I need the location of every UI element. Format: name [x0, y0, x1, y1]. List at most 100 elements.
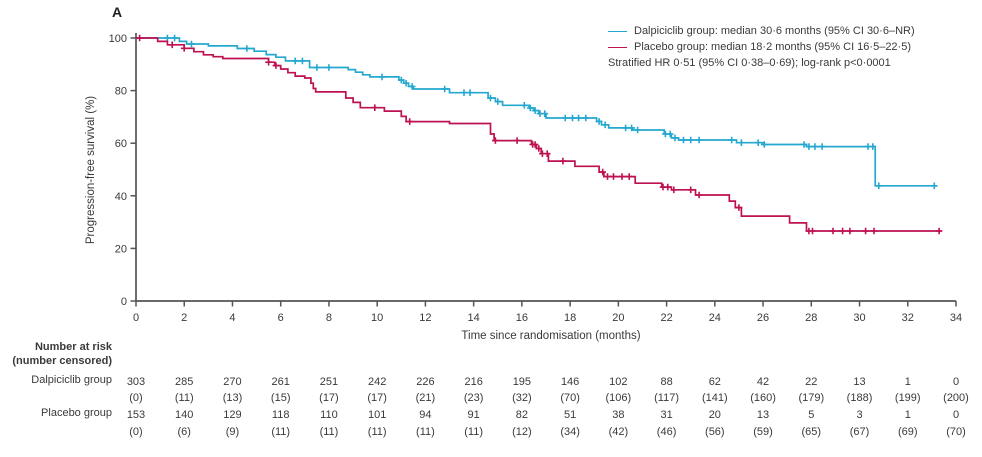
risk-count-placebo-group: 20 — [709, 409, 721, 421]
risk-count-dalpiciclib-group: 0 — [953, 376, 959, 388]
risk-count-dalpiciclib-group: 251 — [320, 376, 338, 388]
censored-count-placebo-group: (65) — [802, 426, 822, 438]
y-tick-label: 20 — [115, 243, 127, 255]
x-tick-label: 24 — [709, 312, 721, 324]
legend-stats: Stratified HR 0·51 (95% CI 0·38–0·69); l… — [608, 57, 891, 69]
censored-count-dalpiciclib-group: (17) — [319, 392, 339, 404]
risk-count-placebo-group: 5 — [808, 409, 814, 421]
censored-count-dalpiciclib-group: (0) — [129, 392, 142, 404]
risk-count-placebo-group: 118 — [272, 409, 290, 421]
risk-count-dalpiciclib-group: 146 — [561, 376, 579, 388]
risk-count-placebo-group: 140 — [175, 409, 193, 421]
censored-count-placebo-group: (67) — [850, 426, 870, 438]
legend-label-placebo: Placebo group: median 18·2 months (95% C… — [634, 41, 911, 53]
censored-count-dalpiciclib-group: (15) — [271, 392, 291, 404]
y-axis-label: Progression-free survival (%) — [85, 95, 97, 245]
risk-count-placebo-group: 82 — [516, 409, 528, 421]
x-tick-label: 22 — [660, 312, 672, 324]
censored-count-placebo-group: (59) — [753, 426, 773, 438]
risk-count-placebo-group: 94 — [419, 409, 431, 421]
risk-count-dalpiciclib-group: 216 — [464, 376, 482, 388]
legend-label-dalpiciclib: Dalpiciclib group: median 30·6 months (9… — [634, 25, 915, 37]
x-tick-label: 28 — [805, 312, 817, 324]
risk-count-placebo-group: 3 — [856, 409, 862, 421]
risk-count-placebo-group: 153 — [127, 409, 145, 421]
x-tick-label: 32 — [902, 312, 914, 324]
x-tick-label: 0 — [133, 312, 139, 324]
censored-count-placebo-group: (11) — [416, 426, 435, 438]
censored-count-dalpiciclib-group: (106) — [606, 392, 632, 404]
x-tick-label: 2 — [181, 312, 187, 324]
risk-table-header: Number at risk — [34, 341, 112, 353]
risk-count-dalpiciclib-group: 62 — [709, 376, 721, 388]
censored-count-placebo-group: (6) — [178, 426, 191, 438]
x-tick-label: 6 — [278, 312, 284, 324]
risk-count-placebo-group: 13 — [757, 409, 769, 421]
y-tick-label: 60 — [115, 138, 127, 150]
panel-label: A — [112, 4, 123, 20]
censored-count-dalpiciclib-group: (179) — [798, 392, 824, 404]
risk-count-dalpiciclib-group: 270 — [223, 376, 241, 388]
x-axis-label: Time since randomisation (months) — [461, 330, 641, 342]
censored-count-placebo-group: (56) — [705, 426, 725, 438]
risk-count-dalpiciclib-group: 88 — [660, 376, 672, 388]
censored-count-placebo-group: (42) — [609, 426, 629, 438]
x-tick-label: 8 — [326, 312, 332, 324]
censored-count-placebo-group: (11) — [464, 426, 483, 438]
censored-count-placebo-group: (69) — [898, 426, 918, 438]
censored-count-dalpiciclib-group: (21) — [416, 392, 436, 404]
censored-count-dalpiciclib-group: (17) — [367, 392, 387, 404]
x-tick-label: 20 — [612, 312, 624, 324]
legend-item-placebo: Placebo group: median 18·2 months (95% C… — [608, 39, 915, 55]
censored-count-dalpiciclib-group: (11) — [175, 392, 194, 404]
risk-count-placebo-group: 0 — [953, 409, 959, 421]
placebo-line-swatch — [608, 46, 627, 48]
censored-count-placebo-group: (70) — [946, 426, 966, 438]
risk-count-dalpiciclib-group: 195 — [513, 376, 531, 388]
dalpiciclib-line-swatch — [608, 30, 627, 32]
censored-count-placebo-group: (11) — [320, 426, 339, 438]
risk-count-dalpiciclib-group: 1 — [905, 376, 911, 388]
censored-count-dalpiciclib-group: (160) — [750, 392, 776, 404]
censored-count-placebo-group: (34) — [560, 426, 580, 438]
x-tick-label: 18 — [564, 312, 576, 324]
x-tick-label: 26 — [757, 312, 769, 324]
x-tick-label: 14 — [468, 312, 480, 324]
x-tick-label: 30 — [853, 312, 865, 324]
censored-count-dalpiciclib-group: (70) — [560, 392, 580, 404]
censored-count-dalpiciclib-group: (200) — [943, 392, 969, 404]
risk-count-dalpiciclib-group: 261 — [272, 376, 290, 388]
censored-count-dalpiciclib-group: (117) — [654, 392, 679, 404]
censored-count-dalpiciclib-group: (188) — [847, 392, 873, 404]
censored-count-placebo-group: (46) — [657, 426, 677, 438]
x-tick-label: 4 — [229, 312, 235, 324]
km-curve-placebo-group — [136, 37, 942, 232]
risk-count-dalpiciclib-group: 285 — [175, 376, 193, 388]
censored-count-dalpiciclib-group: (141) — [702, 392, 728, 404]
risk-count-placebo-group: 129 — [223, 409, 241, 421]
censored-count-placebo-group: (12) — [512, 426, 532, 438]
x-tick-label: 12 — [419, 312, 431, 324]
legend-item-dalpiciclib: Dalpiciclib group: median 30·6 months (9… — [608, 23, 915, 39]
risk-row-label-dalpiciclib: Dalpiciclib group — [31, 374, 112, 386]
risk-count-dalpiciclib-group: 226 — [416, 376, 434, 388]
risk-count-dalpiciclib-group: 22 — [805, 376, 817, 388]
censor-marks-placebo-group — [136, 34, 943, 235]
risk-count-placebo-group: 110 — [320, 409, 338, 421]
risk-count-dalpiciclib-group: 102 — [609, 376, 627, 388]
x-tick-label: 16 — [516, 312, 528, 324]
censored-count-dalpiciclib-group: (199) — [895, 392, 921, 404]
censored-count-placebo-group: (11) — [271, 426, 290, 438]
risk-count-dalpiciclib-group: 13 — [853, 376, 865, 388]
censored-count-dalpiciclib-group: (32) — [512, 392, 532, 404]
y-tick-label: 80 — [115, 86, 127, 98]
risk-row-label-placebo: Placebo group — [41, 407, 112, 419]
risk-count-placebo-group: 91 — [468, 409, 480, 421]
risk-table-header-censored: (number censored) — [12, 355, 112, 367]
censored-count-dalpiciclib-group: (13) — [223, 392, 243, 404]
risk-count-dalpiciclib-group: 303 — [127, 376, 145, 388]
censored-count-dalpiciclib-group: (23) — [464, 392, 484, 404]
risk-count-placebo-group: 1 — [905, 409, 911, 421]
